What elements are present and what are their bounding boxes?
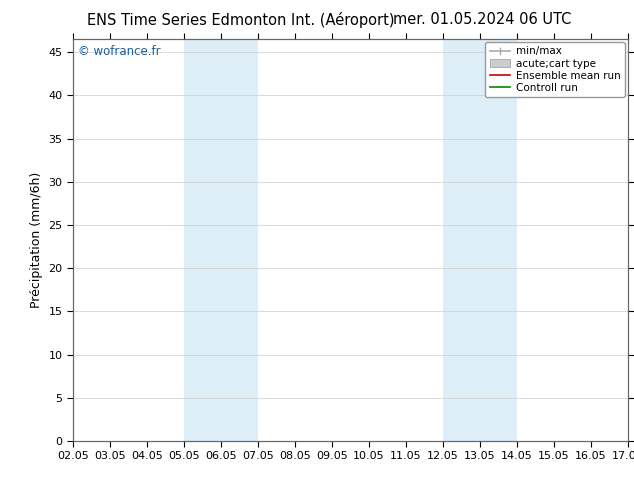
Text: mer. 01.05.2024 06 UTC: mer. 01.05.2024 06 UTC <box>392 12 571 27</box>
Bar <box>443 39 517 441</box>
Legend: min/max, acute;cart type, Ensemble mean run, Controll run: min/max, acute;cart type, Ensemble mean … <box>486 42 624 97</box>
Bar <box>184 39 258 441</box>
Text: ENS Time Series Edmonton Int. (Aéroport): ENS Time Series Edmonton Int. (Aéroport) <box>87 12 395 28</box>
Y-axis label: Précipitation (mm/6h): Précipitation (mm/6h) <box>30 172 43 308</box>
Text: © wofrance.fr: © wofrance.fr <box>79 45 161 58</box>
